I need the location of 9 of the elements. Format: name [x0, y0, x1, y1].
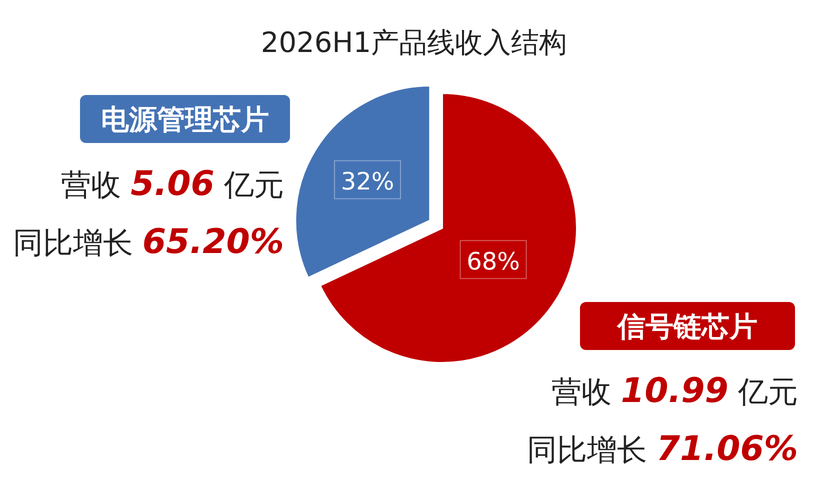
text: 营收 5.06 亿元 [61, 164, 284, 204]
data-label: 68% [466, 248, 520, 276]
slice-label: 电源管理芯片 [101, 103, 269, 136]
text: 营收 10.99 亿元 [551, 371, 798, 411]
chart-title: 2026H1产品线收入结构 [260, 26, 568, 59]
data-label: 32% [340, 168, 394, 196]
text: 同比增长 65.20% [12, 222, 284, 262]
text: 同比增长 71.06% [526, 429, 798, 469]
slice-label: 信号链芯片 [616, 310, 758, 343]
